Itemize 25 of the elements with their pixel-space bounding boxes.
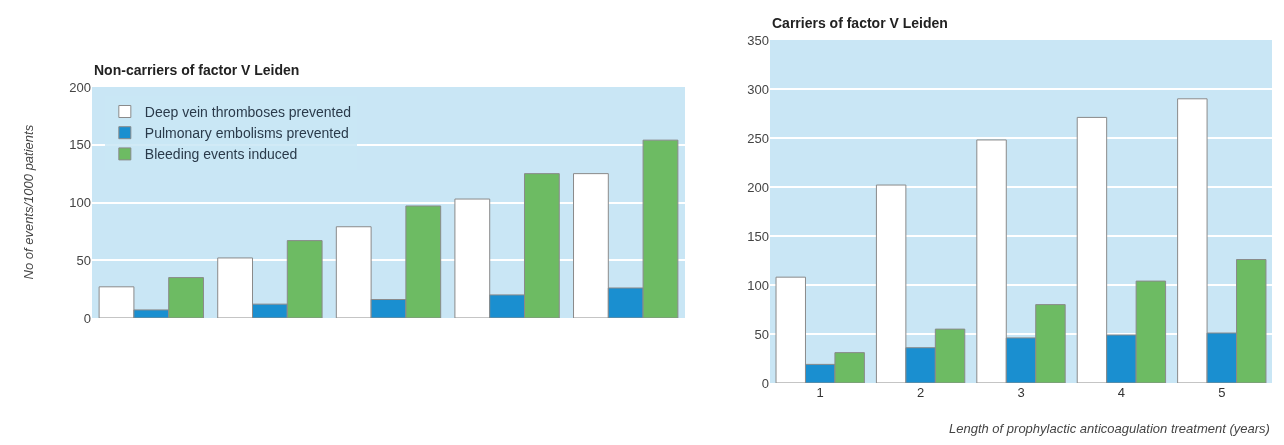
x-tick-label: 1: [816, 385, 824, 400]
y-tick-label: 200: [69, 79, 91, 95]
y-tick-label: 100: [69, 195, 91, 211]
y-tick-label: 0: [83, 310, 91, 326]
x-axis-title: Length of prophylactic anticoagulation treatment (years): [949, 421, 1270, 436]
x-tick-label: 3: [1017, 385, 1025, 400]
y-tick-label: 100: [747, 277, 769, 293]
y-tick-label: 300: [747, 81, 769, 97]
y-tick-label: 50: [754, 326, 769, 342]
y-axis-title: No of events/1000 patients: [20, 124, 36, 280]
legend-label: Pulmonary embolisms prevented: [144, 125, 349, 142]
chart-title: Non-carriers of factor V Leiden: [94, 62, 300, 78]
y-tick-label: 150: [69, 137, 91, 153]
y-tick-label: 50: [76, 252, 91, 268]
x-tick-label: 5: [1218, 385, 1226, 400]
y-tick-label: 150: [747, 228, 769, 244]
y-tick-label: 350: [747, 32, 769, 48]
legend-label: Deep vein thromboses prevented: [144, 103, 352, 120]
y-tick-label: 0: [761, 375, 769, 391]
x-tick-label: 2: [916, 385, 925, 400]
y-tick-label: 200: [747, 179, 769, 195]
x-tick-label: 4: [1117, 385, 1126, 400]
chart-title: Carriers of factor V Leiden: [772, 15, 948, 31]
y-tick-label: 250: [747, 130, 769, 146]
legend-label: Bleeding events induced: [144, 146, 298, 163]
